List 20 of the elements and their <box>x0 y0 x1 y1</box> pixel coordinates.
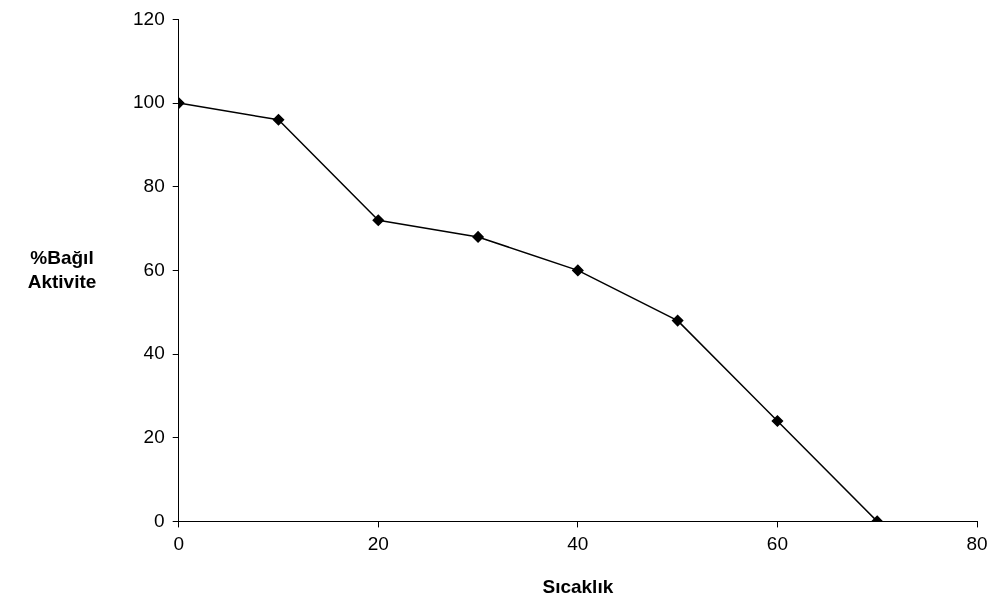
y-tick-label: 120 <box>133 7 165 29</box>
x-tick-label: 80 <box>966 533 988 555</box>
x-tick-label: 0 <box>173 533 184 555</box>
y-tick-label: 40 <box>143 342 165 364</box>
point <box>472 231 484 243</box>
y-tick-label: 100 <box>133 91 165 113</box>
point <box>272 114 285 126</box>
y-tick-label: 80 <box>143 174 165 196</box>
point <box>771 415 784 427</box>
y-tick-label: 0 <box>154 509 165 531</box>
x-tick-label: 40 <box>567 533 589 555</box>
x-tick-label: 60 <box>766 533 788 555</box>
y-tick-label: 60 <box>143 258 165 280</box>
x-tick-label: 20 <box>367 533 389 555</box>
point <box>372 214 385 226</box>
point <box>671 314 684 327</box>
y-tick-label: 20 <box>143 425 165 447</box>
x-axis-title: Sıcaklık <box>542 575 614 597</box>
point <box>572 264 584 277</box>
y-axis-title: %Bağıl Aktivite <box>27 246 97 292</box>
